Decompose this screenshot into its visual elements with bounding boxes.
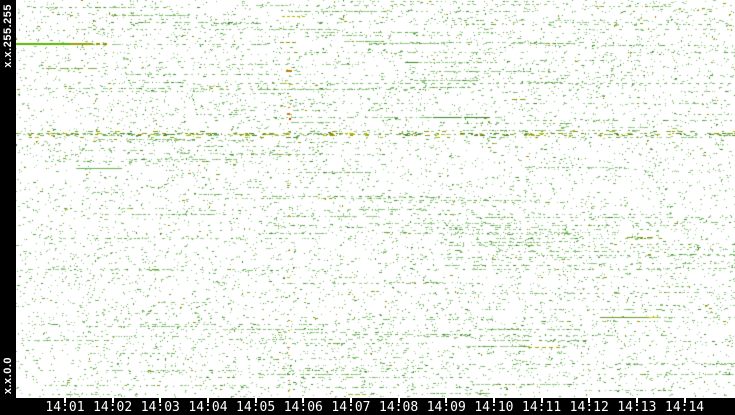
scatter-plot-canvas <box>16 0 735 398</box>
y-axis: x.x.255.255 x.x.0.0 <box>0 0 16 415</box>
x-tick-label: 14:03 <box>140 400 180 415</box>
x-tick <box>445 398 448 403</box>
x-tick-label: 14:06 <box>283 400 323 415</box>
y-axis-label-bottom: x.x.0.0 <box>2 356 14 394</box>
x-tick <box>349 398 352 403</box>
x-tick-label: 14:05 <box>236 400 276 415</box>
x-tick <box>397 398 400 403</box>
x-tick-label: 14:14 <box>665 400 705 415</box>
x-tick-label: 14:01 <box>45 400 85 415</box>
x-tick <box>683 398 686 403</box>
x-tick <box>302 398 305 403</box>
x-tick <box>588 398 591 403</box>
x-tick-label: 14:10 <box>474 400 514 415</box>
x-tick-label: 14:04 <box>188 400 228 415</box>
x-tick <box>64 398 66 403</box>
x-tick-label: 14:08 <box>379 400 419 415</box>
x-tick <box>111 398 114 403</box>
x-tick <box>635 398 638 403</box>
x-tick <box>159 398 162 403</box>
x-tick-label: 14:02 <box>93 400 133 415</box>
x-tick-label: 14:11 <box>522 400 562 415</box>
x-tick <box>492 398 495 403</box>
y-axis-label-top: x.x.255.255 <box>2 4 14 68</box>
x-tick-label: 14:09 <box>426 400 466 415</box>
x-tick-label: 14:07 <box>331 400 371 415</box>
x-tick <box>254 398 257 403</box>
x-axis: 14:01 14:02 14:03 14:04 14:05 14:06 14:07 14:08… <box>0 398 735 415</box>
x-tick <box>206 398 209 403</box>
x-tick <box>540 398 543 403</box>
x-tick-label: 14:12 <box>569 400 609 415</box>
x-tick-label: 14:13 <box>617 400 657 415</box>
